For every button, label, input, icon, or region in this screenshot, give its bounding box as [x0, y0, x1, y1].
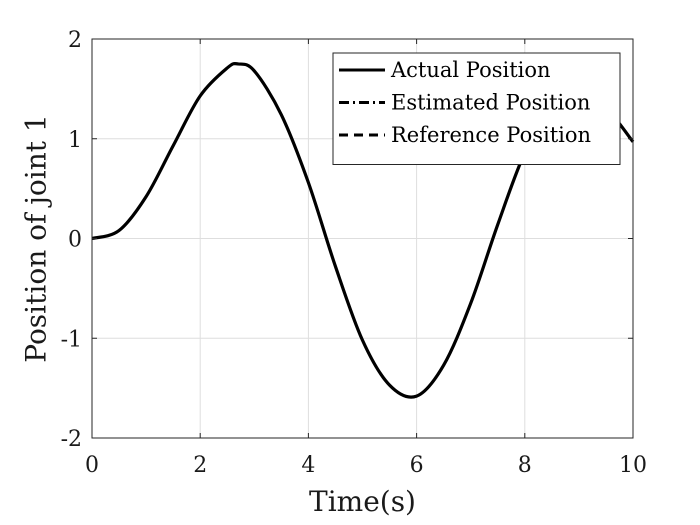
y-tick-label: 0 — [68, 228, 82, 253]
x-tick-label: 6 — [410, 453, 424, 478]
ticks — [91, 38, 634, 439]
legend-box — [332, 52, 621, 165]
legend-label: Reference Position — [391, 123, 591, 147]
legend-label: Actual Position — [390, 58, 551, 82]
y-tick-label: -2 — [61, 427, 82, 452]
tick-labels: 0 2 4 6 8 10 -2 -1 0 1 2 — [61, 28, 647, 478]
x-axis-label: Time(s) — [309, 485, 416, 518]
y-axis-label: Position of joint 1 — [20, 114, 53, 363]
legend: Actual Position Estimated Position Referen… — [332, 52, 621, 165]
x-tick-label: 4 — [301, 453, 315, 478]
x-tick-label: 0 — [85, 453, 99, 478]
y-tick-label: 1 — [68, 128, 82, 153]
legend-label: Estimated Position — [391, 91, 590, 115]
y-tick-label: -1 — [61, 327, 82, 352]
x-tick-label: 10 — [619, 453, 647, 478]
y-tick-label: 2 — [68, 28, 82, 53]
x-tick-label: 8 — [518, 453, 532, 478]
x-tick-label: 2 — [193, 453, 207, 478]
